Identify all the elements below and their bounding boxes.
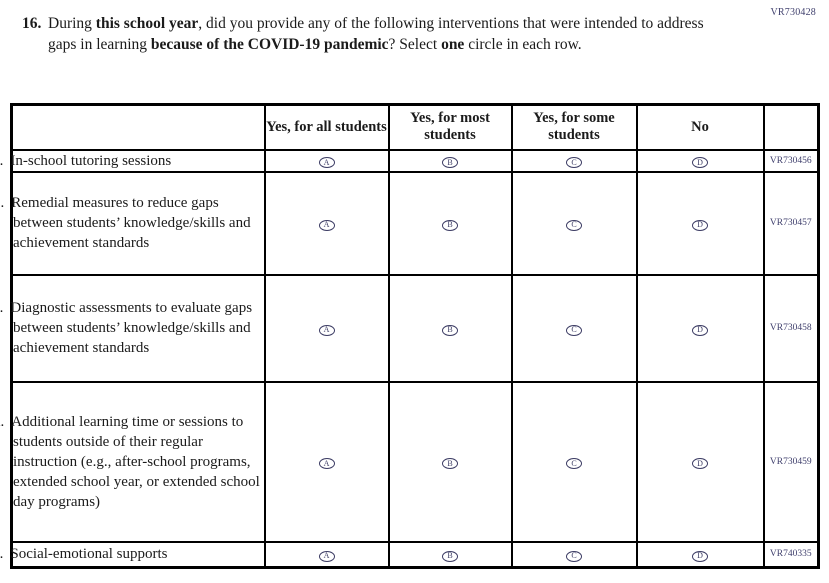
answer-bubble-d[interactable]: D	[692, 157, 708, 168]
row-letter: b.	[0, 195, 5, 211]
answer-cell: C	[510, 380, 638, 543]
row-label: b. Remedial measures to reduce gaps betwe…	[0, 170, 266, 276]
answer-cell: D	[635, 170, 765, 276]
answer-bubble-c[interactable]: C	[566, 219, 582, 231]
row-letter: e.	[0, 546, 4, 563]
header-yes-all: Yes, for all students	[263, 103, 390, 151]
answer-cell: B	[387, 148, 513, 173]
row-label-text: Social-emotional supports	[10, 546, 168, 563]
header-yes-most: Yes, for most students	[387, 103, 513, 151]
row-label-text: Additional learning time or sessions to …	[11, 413, 260, 510]
question-segment: circle in each row.	[464, 35, 582, 53]
question-segment: During	[48, 15, 96, 32]
page-code: VR730428	[770, 7, 816, 18]
answer-bubble-c[interactable]: C	[566, 324, 582, 336]
row-letter: c.	[0, 300, 4, 316]
answer-bubble-d[interactable]: D	[692, 324, 708, 336]
answer-bubble-c[interactable]: C	[566, 458, 582, 469]
answer-bubble-d[interactable]: D	[692, 458, 708, 469]
table-row-b: b. Remedial measures to reduce gaps betwe…	[0, 170, 820, 276]
question-segment-bold: one	[441, 35, 465, 53]
question-number: 16.	[22, 15, 42, 32]
row-label-text: Diagnostic assessments to evaluate gaps …	[10, 300, 253, 356]
answer-cell: B	[387, 170, 513, 276]
header-no: No	[635, 103, 765, 151]
question-segment-bold: this school year	[95, 15, 199, 32]
answer-cell: B	[387, 273, 513, 383]
answer-cell: D	[635, 273, 765, 383]
response-matrix-table: Yes, for all students Yes, for most stud…	[0, 103, 820, 569]
answer-cell: C	[510, 540, 638, 569]
answer-cell: A	[263, 273, 390, 383]
answer-cell: A	[263, 540, 390, 569]
answer-bubble-a[interactable]: A	[318, 550, 335, 562]
answer-cell: D	[635, 380, 765, 543]
answer-bubble-b[interactable]: B	[442, 550, 458, 562]
answer-cell: C	[510, 170, 638, 276]
header-blank	[10, 103, 266, 151]
row-letter: d.	[0, 413, 5, 430]
row-code: VR730457	[762, 170, 820, 276]
row-code: VR730459	[762, 380, 820, 543]
answer-bubble-b[interactable]: B	[442, 458, 458, 469]
header-row: Yes, for all students Yes, for most stud…	[10, 103, 820, 151]
answer-cell: B	[387, 380, 513, 543]
answer-bubble-c[interactable]: C	[566, 550, 582, 562]
row-label: e. Social-emotional supports	[0, 540, 266, 569]
row-code: VR730458	[762, 273, 820, 383]
answer-cell: A	[263, 170, 390, 276]
answer-bubble-b[interactable]: B	[442, 219, 458, 231]
table-row-a: a. In-school tutoring sessions A B C D VR…	[0, 148, 820, 173]
answer-bubble-b[interactable]: B	[442, 157, 458, 168]
header-code-blank	[762, 103, 820, 151]
header-yes-some: Yes, for some students	[510, 103, 638, 151]
row-label: d. Additional learning time or sessions t…	[0, 380, 266, 543]
answer-bubble-d[interactable]: D	[692, 550, 708, 562]
row-letter: a.	[0, 152, 4, 169]
table-row-e: e. Social-emotional supports A B C D VR74…	[0, 540, 820, 569]
question-segment: ? Select	[388, 35, 442, 53]
answer-cell: C	[510, 148, 638, 173]
row-code: VR730456	[762, 148, 820, 173]
row-label-text: In-school tutoring sessions	[10, 152, 172, 169]
row-label-text: Remedial measures to reduce gaps between…	[11, 195, 251, 251]
answer-cell: D	[635, 148, 765, 173]
answer-cell: C	[510, 273, 638, 383]
answer-cell: B	[387, 540, 513, 569]
answer-bubble-a[interactable]: A	[318, 458, 335, 469]
answer-bubble-b[interactable]: B	[442, 324, 458, 336]
answer-bubble-c[interactable]: C	[566, 157, 582, 168]
table-row-c: c. Diagnostic assessments to evaluate gap…	[0, 273, 820, 383]
answer-bubble-a[interactable]: A	[318, 157, 335, 168]
answer-cell: D	[635, 540, 765, 569]
answer-bubble-d[interactable]: D	[692, 219, 708, 231]
question-segment-bold: because of the COVID-19 pandemic	[150, 35, 389, 53]
question-segment: , did you provide any of the following i…	[48, 15, 704, 53]
row-code: VR740335	[762, 540, 820, 569]
row-label: c. Diagnostic assessments to evaluate gap…	[0, 273, 266, 383]
answer-bubble-a[interactable]: A	[318, 219, 335, 231]
answer-cell: A	[263, 380, 390, 543]
table-row-d: d. Additional learning time or sessions t…	[0, 380, 820, 543]
question-block: 16. During this school year, did you pro…	[22, 14, 722, 55]
answer-cell: A	[263, 148, 390, 173]
question-text: During this school year, did you provide…	[48, 14, 716, 55]
row-label: a. In-school tutoring sessions	[0, 148, 266, 173]
answer-bubble-a[interactable]: A	[318, 324, 335, 336]
